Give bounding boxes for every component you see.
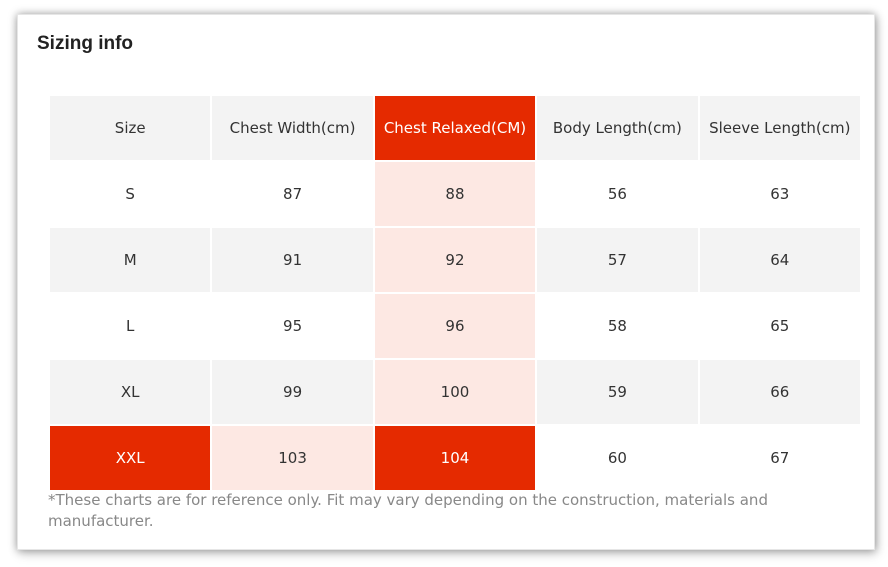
reference-note: *These charts are for reference only. Fi… [48,491,768,530]
chest-relaxed-cell: 104 [374,426,536,490]
body-length-cell: 57 [537,228,698,292]
size-cell: S [50,162,211,226]
chest-relaxed-cell: 88 [374,162,536,226]
sleeve-length-cell: 65 [699,294,860,358]
table-row: XL 99 100 59 66 [50,360,860,424]
header-cell-chest-relaxed: Chest Relaxed(CM) [374,96,536,160]
chest-width-cell: 103 [212,426,373,490]
sizing-info-card: Sizing info Size Chest Width(cm) Chest R… [17,14,875,550]
table-row: L 95 96 58 65 [50,294,860,358]
chest-width-cell: 95 [212,294,373,358]
sleeve-length-cell: 64 [699,228,860,292]
page-title: Sizing info [37,33,134,54]
chest-relaxed-cell: 100 [374,360,536,424]
body-length-cell: 60 [537,426,698,490]
size-cell: L [50,294,211,358]
table-row: S 87 88 56 63 [50,162,860,226]
table-row: M 91 92 57 64 [50,228,860,292]
size-cell: XXL [50,426,211,490]
header-cell-sleeve-length: Sleeve Length(cm) [699,96,860,160]
chest-width-cell: 87 [212,162,373,226]
body-length-cell: 56 [537,162,698,226]
chest-relaxed-cell: 92 [374,228,536,292]
sleeve-length-cell: 63 [699,162,860,226]
header-cell-size: Size [50,96,211,160]
header-cell-body-length: Body Length(cm) [537,96,698,160]
sizing-table: Size Chest Width(cm) Chest Relaxed(CM) B… [48,94,862,492]
chest-width-cell: 91 [212,228,373,292]
sleeve-length-cell: 67 [699,426,860,490]
sleeve-length-cell: 66 [699,360,860,424]
chest-relaxed-cell: 96 [374,294,536,358]
size-cell: M [50,228,211,292]
body-length-cell: 59 [537,360,698,424]
size-cell: XL [50,360,211,424]
chest-width-cell: 99 [212,360,373,424]
header-cell-chest-width: Chest Width(cm) [212,96,373,160]
table-header-row: Size Chest Width(cm) Chest Relaxed(CM) B… [50,96,860,160]
body-length-cell: 58 [537,294,698,358]
table-row-highlighted: XXL 103 104 60 67 [50,426,860,490]
